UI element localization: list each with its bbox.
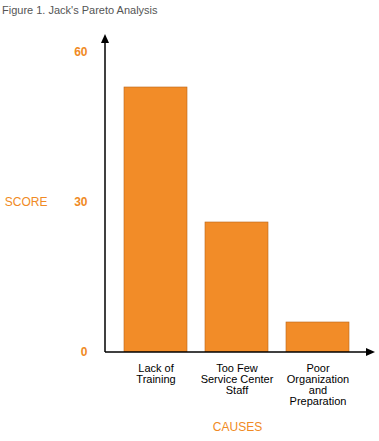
svg-text:60: 60 (74, 45, 88, 59)
svg-text:30: 30 (74, 195, 88, 209)
svg-text:Too FewService CenterStaff: Too FewService CenterStaff (201, 362, 274, 396)
svg-text:SCORE: SCORE (5, 195, 48, 209)
html-text:Figure 1. Jack's Pareto Analys: Figure 1. Jack's Pareto Analysis (2, 4, 158, 16)
svg-text:0: 0 (81, 345, 88, 359)
svg-text:CAUSES: CAUSES (213, 420, 262, 434)
svg-text:Lack ofTraining: Lack ofTraining (136, 362, 175, 385)
svg-text:PoorOrganizationandPreparation: PoorOrganizationandPreparation (287, 362, 349, 407)
